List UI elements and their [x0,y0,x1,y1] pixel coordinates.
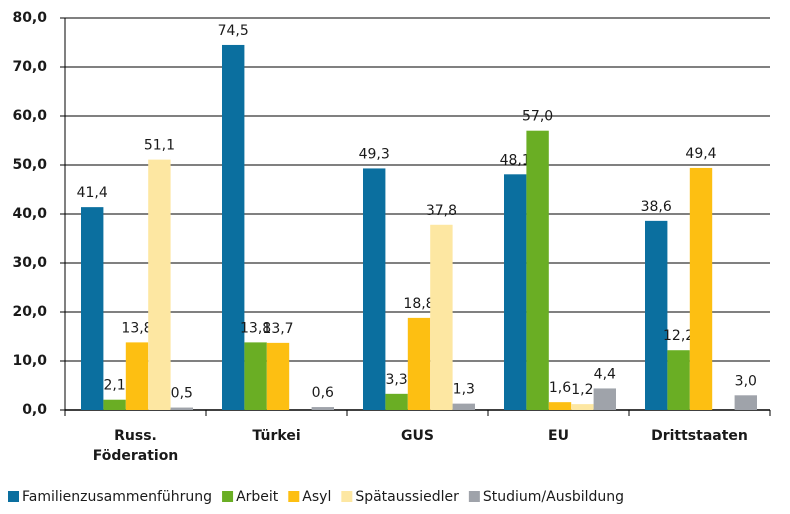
data-label: 49,3 [359,146,390,162]
data-label: 0,6 [312,385,334,401]
y-tick-label: 60,0 [12,108,47,124]
y-tick-label: 20,0 [12,304,47,320]
x-tick-label: EU [548,428,569,444]
data-label: 13,8 [121,320,152,336]
y-tick-label: 30,0 [12,255,47,271]
x-tick-label: Türkei [252,428,300,444]
x-tick-label: GUS [401,428,434,444]
data-label: 13,7 [262,321,293,337]
bar [222,44,245,410]
bar [363,168,386,410]
bar [571,404,594,410]
data-label: 1,3 [453,382,475,398]
bar [526,130,549,410]
data-label: 48,1 [500,152,531,168]
legend-swatch [222,491,234,502]
legend-swatch [8,491,19,502]
bar [148,159,171,410]
data-label: 38,6 [641,199,672,215]
data-label: 0,5 [171,386,193,402]
data-label: 1,2 [571,382,593,398]
data-label: 4,4 [594,366,616,382]
data-label: 51,1 [144,138,175,154]
bar [430,224,453,410]
data-label: 49,4 [685,146,716,162]
legend-swatch [341,491,353,502]
bar [645,220,668,410]
bar [548,402,572,410]
data-label: 37,8 [426,203,457,219]
bar [266,342,290,410]
y-tick-label: 10,0 [12,353,47,369]
data-label: 3,0 [735,373,757,389]
bar [452,403,475,410]
data-label: 12,2 [663,328,694,344]
legend-label: Familienzusammenführung [22,489,212,505]
x-tick-label: Russ. Föderation [93,428,179,464]
y-tick-label: 50,0 [12,157,47,173]
bar [311,407,334,410]
bar [667,350,690,410]
legend-label: Spätaussiedler [355,489,459,505]
legend-label: Asyl [302,489,331,505]
data-label: 41,4 [77,185,108,201]
legend-swatch [288,491,300,502]
data-label: 57,0 [522,109,553,125]
bar [689,167,713,410]
x-tick-label: Drittstaaten [651,428,748,444]
data-label: 2,1 [103,378,125,394]
bar [734,395,757,410]
bar [81,207,104,410]
data-label: 13,8 [240,320,271,336]
data-label: 3,3 [385,372,407,388]
data-label: 1,6 [549,380,571,396]
bar [244,342,267,410]
bar [407,317,431,410]
bar [385,393,408,410]
y-tick-label: 70,0 [12,59,47,75]
data-label: 74,5 [218,23,249,39]
y-tick-label: 40,0 [12,206,47,222]
legend-swatch [468,491,480,502]
legend-label: Arbeit [236,489,279,505]
bar [170,407,193,410]
bar [504,174,527,410]
y-tick-label: 80,0 [12,10,47,26]
data-label: 18,8 [403,296,434,312]
bar [125,342,149,410]
bar [103,399,126,410]
y-tick-label: 0,0 [22,402,47,418]
legend-label: Studium/Ausbildung [483,489,624,505]
bar [593,388,616,410]
